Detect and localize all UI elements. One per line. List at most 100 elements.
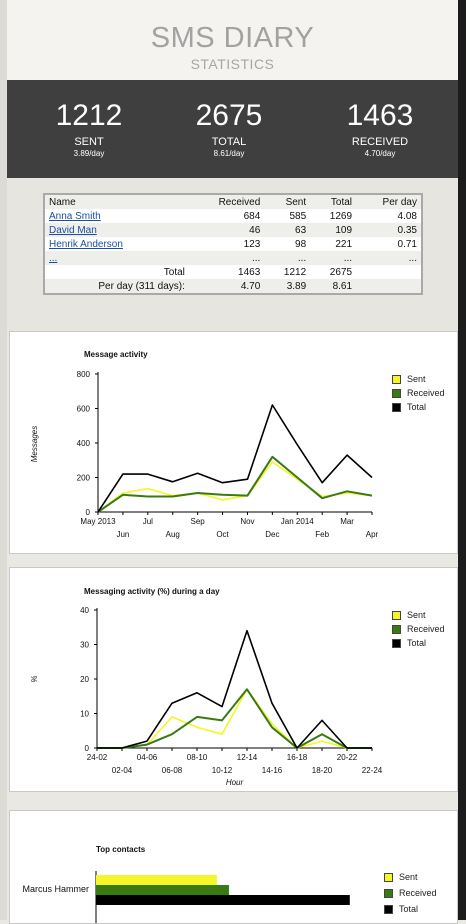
legend-item-sent: Sent [384, 869, 437, 885]
stat-received-value: 1463 [346, 99, 414, 132]
legend-label: Received [407, 624, 445, 634]
x-tick-label: Jun [116, 530, 129, 539]
series-line-sent [97, 461, 373, 513]
y-tick-label: 0 [85, 744, 90, 753]
legend-swatch [384, 888, 393, 898]
total-label: Total [44, 265, 189, 279]
x-axis-label: Hour [226, 778, 244, 787]
x-tick-label: 20-22 [337, 753, 358, 762]
chart-legend: Sent Received Total [392, 372, 445, 414]
stat-total-per-day: 8.61/day [213, 149, 245, 158]
stat-received-label: RECEIVED [351, 136, 409, 148]
y-tick-label: 800 [77, 370, 91, 379]
sent-cell: 3.89 [264, 279, 311, 294]
chart-title: Messaging activity (%) during a day [84, 587, 220, 596]
legend-item-received: Received [392, 622, 445, 636]
y-tick-label: 20 [80, 675, 89, 684]
chart-legend: Sent Received Total [384, 869, 437, 917]
series-line-total [97, 629, 372, 749]
x-tick-label: 22-24 [362, 766, 383, 775]
legend-label: Total [399, 904, 419, 914]
series-line-total [97, 404, 373, 513]
sent-cell: 585 [264, 209, 311, 223]
legend-swatch [392, 624, 401, 634]
stat-total: 2675 TOTAL 8.61/day [154, 100, 304, 159]
x-tick-label: 02-04 [112, 766, 133, 775]
stat-sent-label: SENT [74, 136, 104, 148]
total-cell: 8.61 [310, 279, 357, 294]
column-header: Received [188, 194, 265, 209]
contact-link[interactable]: Anna Smith [49, 210, 101, 222]
legend-item-total: Total [392, 400, 445, 414]
y-tick-label: 40 [80, 606, 89, 615]
received-cell: 4.70 [188, 279, 265, 294]
x-tick-label: 06-08 [162, 766, 183, 775]
per-day-cell: 0.71 [356, 237, 422, 251]
table-header-row: Name Received Sent Total Per day [44, 194, 422, 209]
bar-received [96, 885, 229, 895]
column-header: Name [44, 194, 189, 209]
legend-label: Received [399, 888, 437, 898]
stat-sent-per-day: 3.89/day [73, 149, 105, 158]
received-cell: 1463 [188, 265, 265, 279]
app-title: SMS DIARY [150, 22, 315, 54]
x-tick-label: Jul [143, 517, 153, 526]
bar-sent [96, 875, 217, 885]
right-frame [458, 0, 466, 920]
x-tick-label: 14-16 [262, 766, 283, 775]
x-tick-label: 08-10 [187, 753, 208, 762]
received-cell: 684 [188, 209, 265, 223]
legend-item-sent: Sent [392, 372, 445, 386]
chart-legend: Sent Received Total [392, 608, 445, 650]
y-axis-label: Messages [30, 426, 39, 462]
chart-title: Message activity [84, 350, 148, 359]
y-tick-label: 30 [80, 641, 89, 650]
y-tick-label: 10 [80, 710, 89, 719]
x-tick-label: May 2013 [80, 517, 116, 526]
x-tick-label: Oct [216, 530, 229, 539]
sent-cell: 1212 [264, 265, 311, 279]
column-header: Sent [264, 194, 311, 209]
series-line-received [97, 688, 372, 749]
legend-swatch [392, 610, 401, 620]
contact-link[interactable]: David Man [49, 224, 97, 236]
legend-label: Total [407, 638, 427, 648]
legend-label: Total [407, 402, 427, 412]
total-cell: 1269 [310, 209, 357, 223]
x-tick-label: 16-18 [287, 753, 308, 762]
app-header: SMS DIARY STATISTICS [7, 0, 458, 80]
received-cell: 123 [188, 237, 265, 251]
legend-label: Received [407, 388, 445, 398]
legend-swatch [384, 904, 393, 914]
contacts-table: Name Received Sent Total Per day Anna Sm… [43, 193, 423, 295]
top-contacts-card: Top contacts Marcus Hammer Sent Received… [9, 810, 458, 924]
daily-activity-card: Messaging activity (%) during a day 0 10 2… [9, 567, 458, 792]
stat-sent: 1212 SENT 3.89/day [14, 100, 164, 159]
legend-label: Sent [399, 872, 418, 882]
sent-cell: 63 [264, 223, 311, 237]
x-tick-label: Nov [240, 517, 254, 526]
column-header: Per day [356, 194, 422, 209]
per-day-cell: 4.08 [356, 209, 422, 223]
stat-total-label: TOTAL [211, 136, 247, 148]
y-axis-label: % [30, 675, 39, 682]
per-day-label: Per day (311 days): [44, 279, 189, 294]
total-cell: 221 [310, 237, 357, 251]
legend-swatch [392, 402, 401, 412]
category-label: Marcus Hammer [22, 884, 89, 894]
table-row: Anna Smith 684 585 1269 4.08 [44, 209, 422, 223]
y-tick-label: 600 [77, 405, 91, 414]
chart-title: Top contacts [96, 845, 146, 854]
stat-received: 1463 RECEIVED 4.70/day [305, 99, 455, 159]
app-subtitle: STATISTICS [190, 56, 275, 72]
legend-item-total: Total [384, 901, 437, 917]
contact-link[interactable]: Henrik Anderson [49, 238, 123, 250]
legend-item-sent: Sent [392, 608, 445, 622]
more-contacts-link[interactable]: ... [49, 252, 58, 264]
total-row: Total 1463 1212 2675 [44, 265, 422, 279]
legend-swatch [384, 872, 393, 882]
table-row: ... ... ... ... ... [44, 251, 422, 265]
column-header: Total [310, 194, 357, 209]
legend-label: Sent [407, 374, 426, 384]
